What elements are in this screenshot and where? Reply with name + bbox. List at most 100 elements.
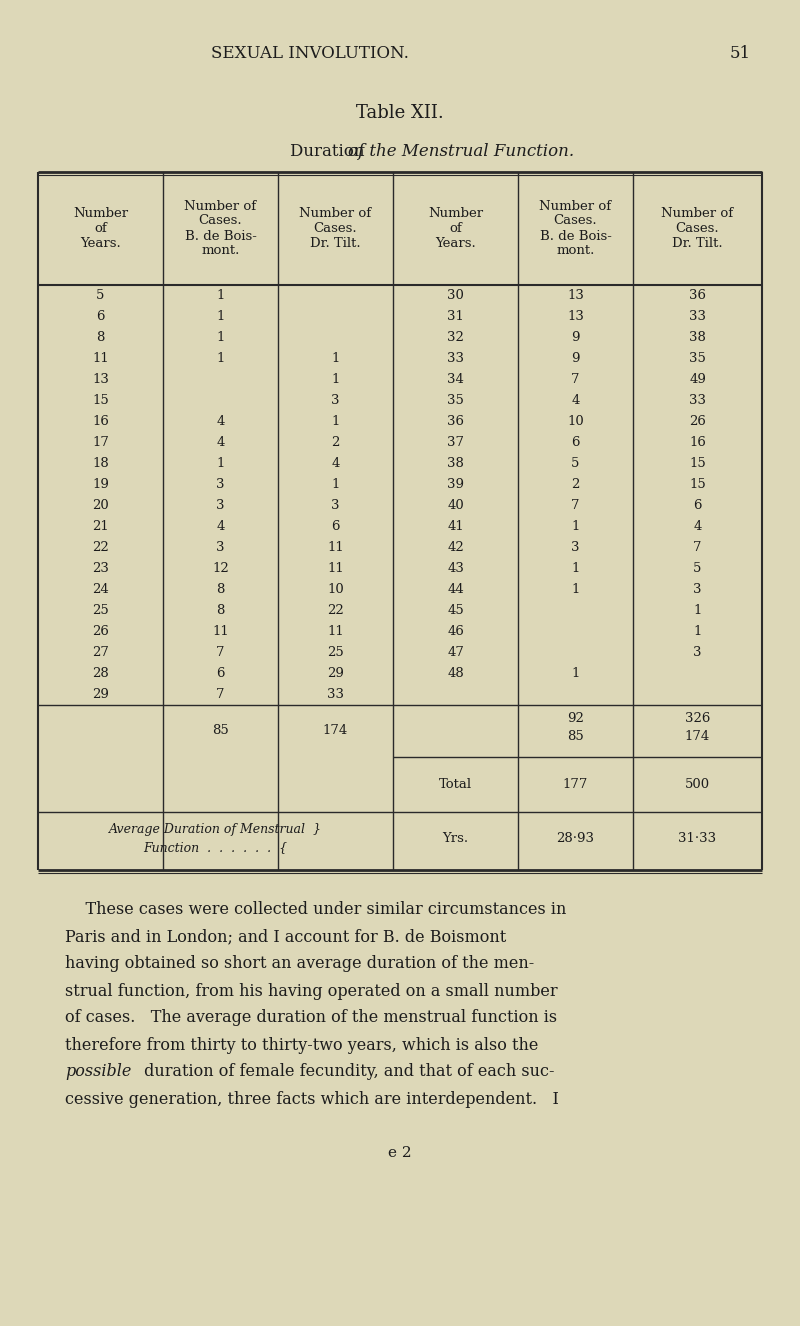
Text: 3: 3	[694, 646, 702, 659]
Text: 8: 8	[96, 332, 105, 343]
Text: 38: 38	[447, 457, 464, 469]
Text: 4: 4	[216, 520, 225, 533]
Text: 6: 6	[694, 499, 702, 512]
Text: 32: 32	[447, 332, 464, 343]
Text: 47: 47	[447, 646, 464, 659]
Text: 1: 1	[216, 310, 225, 324]
Text: 26: 26	[92, 625, 109, 638]
Text: 15: 15	[92, 394, 109, 407]
Text: 9: 9	[571, 351, 580, 365]
Text: 5: 5	[694, 562, 702, 575]
Text: 3: 3	[216, 499, 225, 512]
Text: therefore from thirty to thirty-two years, which is also the: therefore from thirty to thirty-two year…	[65, 1037, 538, 1053]
Text: 7: 7	[694, 541, 702, 554]
Text: 36: 36	[689, 289, 706, 302]
Text: 48: 48	[447, 667, 464, 680]
Text: 1: 1	[571, 667, 580, 680]
Text: 15: 15	[689, 457, 706, 469]
Text: 7: 7	[571, 373, 580, 386]
Text: 16: 16	[689, 436, 706, 450]
Text: 28: 28	[92, 667, 109, 680]
Text: 51: 51	[730, 45, 750, 61]
Text: 3: 3	[694, 583, 702, 595]
Text: cessive generation, three facts which are interdependent.   I: cessive generation, three facts which ar…	[65, 1090, 559, 1107]
Text: 1: 1	[331, 351, 340, 365]
Text: 3: 3	[331, 499, 340, 512]
Text: Number
of
Years.: Number of Years.	[428, 207, 483, 251]
Text: 23: 23	[92, 562, 109, 575]
Text: 8: 8	[216, 605, 225, 617]
Text: 11: 11	[92, 351, 109, 365]
Text: 11: 11	[327, 562, 344, 575]
Text: 1: 1	[216, 332, 225, 343]
Text: Yrs.: Yrs.	[442, 831, 469, 845]
Text: strual function, from his having operated on a small number: strual function, from his having operate…	[65, 983, 558, 1000]
Text: possible: possible	[65, 1063, 131, 1081]
Text: 85: 85	[212, 724, 229, 737]
Text: 9: 9	[571, 332, 580, 343]
Text: 1: 1	[216, 289, 225, 302]
Text: 49: 49	[689, 373, 706, 386]
Text: 177: 177	[563, 778, 588, 792]
Text: 17: 17	[92, 436, 109, 450]
Text: 1: 1	[216, 351, 225, 365]
Text: These cases were collected under similar circumstances in: These cases were collected under similar…	[65, 902, 566, 919]
Text: 6: 6	[331, 520, 340, 533]
Text: 11: 11	[327, 625, 344, 638]
Text: 7: 7	[216, 646, 225, 659]
Text: of the Menstrual Function.: of the Menstrual Function.	[348, 143, 574, 160]
Text: 22: 22	[92, 541, 109, 554]
Text: 21: 21	[92, 520, 109, 533]
Text: 174: 174	[685, 731, 710, 744]
Text: 30: 30	[447, 289, 464, 302]
Text: Duration: Duration	[290, 143, 370, 160]
Text: 6: 6	[571, 436, 580, 450]
Text: 3: 3	[216, 477, 225, 491]
Text: 85: 85	[567, 731, 584, 744]
Text: Number of
Cases.
Dr. Tilt.: Number of Cases. Dr. Tilt.	[662, 207, 734, 251]
Text: 5: 5	[571, 457, 580, 469]
Text: 10: 10	[567, 415, 584, 428]
Text: 1: 1	[331, 415, 340, 428]
Text: 6: 6	[96, 310, 105, 324]
Text: 12: 12	[212, 562, 229, 575]
Text: 1: 1	[571, 520, 580, 533]
Text: 39: 39	[447, 477, 464, 491]
Text: 7: 7	[571, 499, 580, 512]
Text: 19: 19	[92, 477, 109, 491]
Text: 36: 36	[447, 415, 464, 428]
Text: 92: 92	[567, 712, 584, 725]
Text: 29: 29	[92, 688, 109, 701]
Text: Function  .  .  .  .  .  .  {: Function . . . . . . {	[143, 842, 287, 854]
Text: Paris and in London; and I account for B. de Boismont: Paris and in London; and I account for B…	[65, 928, 506, 945]
Text: 33: 33	[689, 310, 706, 324]
Text: 34: 34	[447, 373, 464, 386]
Text: Total: Total	[439, 778, 472, 792]
Text: 4: 4	[331, 457, 340, 469]
Text: 31: 31	[447, 310, 464, 324]
Text: 25: 25	[92, 605, 109, 617]
Text: 4: 4	[694, 520, 702, 533]
Text: 1: 1	[694, 605, 702, 617]
Text: 5: 5	[96, 289, 105, 302]
Text: 8: 8	[216, 583, 225, 595]
Text: 38: 38	[689, 332, 706, 343]
Text: e 2: e 2	[388, 1146, 412, 1160]
Text: 1: 1	[571, 583, 580, 595]
Text: 174: 174	[323, 724, 348, 737]
Text: 20: 20	[92, 499, 109, 512]
Text: 13: 13	[92, 373, 109, 386]
Text: 13: 13	[567, 289, 584, 302]
Text: 1: 1	[331, 477, 340, 491]
Text: Number of
Cases.
B. de Bois-
mont.: Number of Cases. B. de Bois- mont.	[185, 199, 257, 257]
Text: 25: 25	[327, 646, 344, 659]
Text: 13: 13	[567, 310, 584, 324]
Text: 43: 43	[447, 562, 464, 575]
Text: 10: 10	[327, 583, 344, 595]
Text: Table XII.: Table XII.	[356, 103, 444, 122]
Text: 11: 11	[327, 541, 344, 554]
Text: 7: 7	[216, 688, 225, 701]
Text: 1: 1	[216, 457, 225, 469]
Text: 2: 2	[331, 436, 340, 450]
Text: SEXUAL INVOLUTION.: SEXUAL INVOLUTION.	[211, 45, 409, 61]
